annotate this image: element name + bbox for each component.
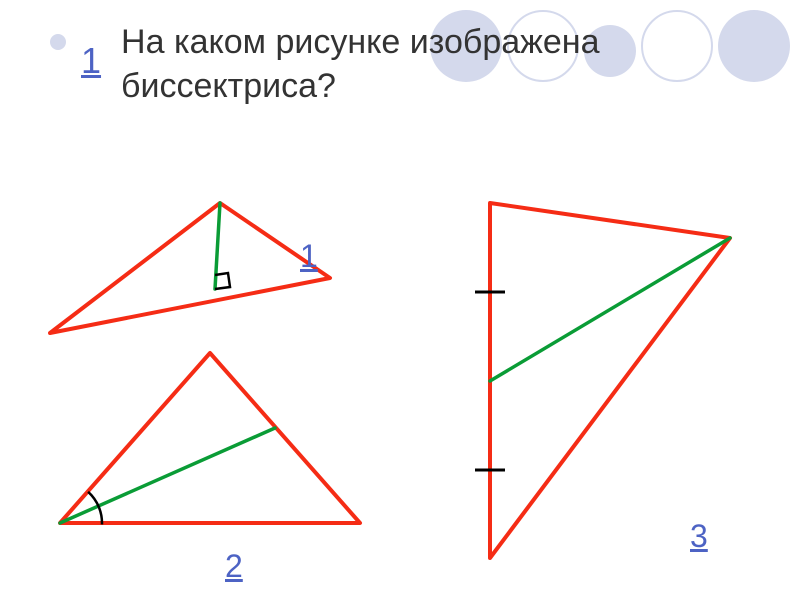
bullet-icon xyxy=(50,34,66,50)
diagram-2 xyxy=(50,338,380,538)
question-text: На каком рисунке изображена биссектриса? xyxy=(121,20,750,108)
diagram-1 xyxy=(40,198,340,358)
question-number-link[interactable]: 1 xyxy=(81,40,101,82)
diagrams-area: 1 2 3 xyxy=(0,138,800,588)
diagram-3 xyxy=(455,193,755,573)
diagram-1-label[interactable]: 1 xyxy=(300,238,318,275)
diagram-2-label[interactable]: 2 xyxy=(225,548,243,585)
diagram-3-label[interactable]: 3 xyxy=(690,518,708,555)
